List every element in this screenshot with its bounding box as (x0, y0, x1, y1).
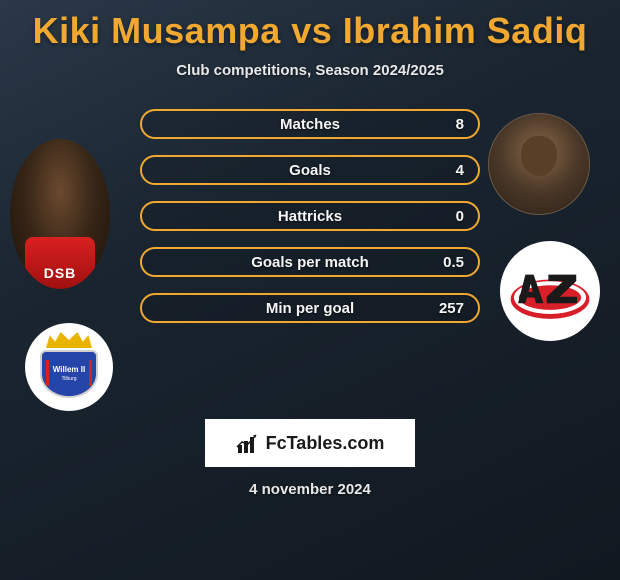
stat-label: Hattricks (278, 208, 342, 225)
stat-bar-matches: Matches 8 (140, 109, 480, 139)
stat-value: 0 (456, 208, 464, 225)
stat-bar-hattricks: Hattricks 0 (140, 201, 480, 231)
subtitle: Club competitions, Season 2024/2025 (0, 62, 620, 79)
willem-ii-crest: Willem II Tilburg (34, 332, 104, 402)
stat-value: 8 (456, 116, 464, 133)
club-left-name: Willem II (53, 366, 85, 374)
site-logo: FcTables.com (205, 419, 415, 467)
stat-value: 0.5 (443, 254, 464, 271)
stat-label: Goals (289, 162, 331, 179)
date-label: 4 november 2024 (0, 481, 620, 498)
stat-bar-goals: Goals 4 (140, 155, 480, 185)
stat-value: 4 (456, 162, 464, 179)
stat-label: Matches (280, 116, 340, 133)
stat-label: Goals per match (251, 254, 369, 271)
crown-icon (46, 332, 92, 348)
stat-bar-min-per-goal: Min per goal 257 (140, 293, 480, 323)
stat-bars: Matches 8 Goals 4 Hattricks 0 Goals per … (140, 109, 480, 339)
page-title: Kiki Musampa vs Ibrahim Sadiq (0, 0, 620, 52)
az-crest (509, 262, 591, 320)
stat-label: Min per goal (266, 300, 354, 317)
club-left-badge: Willem II Tilburg (25, 323, 113, 411)
chart-icon (236, 433, 262, 453)
site-logo-text: FcTables.com (266, 433, 385, 454)
stat-bar-goals-per-match: Goals per match 0.5 (140, 247, 480, 277)
club-right-badge (500, 241, 600, 341)
player-right-portrait (489, 114, 589, 214)
player-left-avatar (10, 139, 110, 289)
club-left-city: Tilburg (61, 376, 76, 382)
stat-value: 257 (439, 300, 464, 317)
shield-icon: Willem II Tilburg (40, 350, 98, 398)
player-left-portrait (10, 139, 110, 289)
player-right-avatar (488, 113, 590, 215)
comparison-area: Willem II Tilburg Matches 8 Goals 4 Hatt… (0, 109, 620, 389)
